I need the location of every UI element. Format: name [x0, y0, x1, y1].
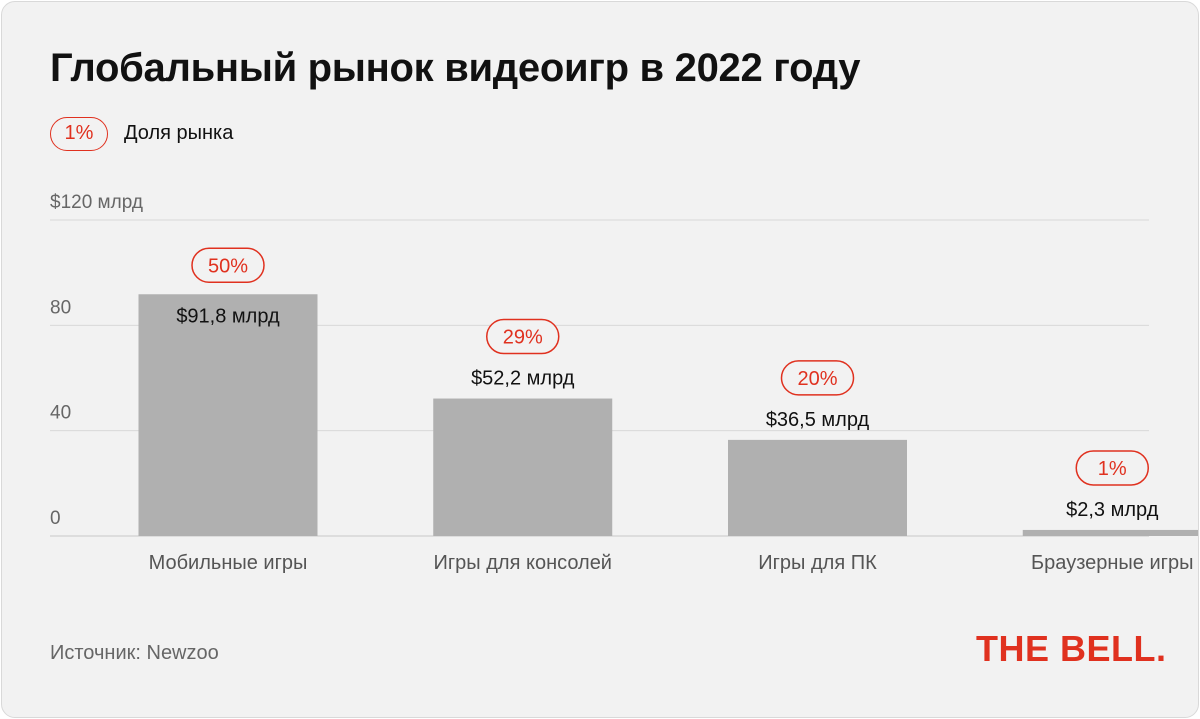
bar-value-label: $2,3 млрд [1066, 499, 1159, 521]
source-note: Источник: Newzoo [50, 642, 219, 664]
x-category-label: Мобильные игры [149, 552, 308, 574]
share-pill [780, 360, 855, 396]
y-tick-label: 80 [50, 297, 71, 318]
y-tick-label: $120 млрд [50, 192, 143, 213]
y-tick-label: 40 [50, 403, 71, 424]
legend-share-pill: 1% [50, 117, 108, 151]
y-tick-label: 0 [50, 508, 61, 529]
bar [433, 398, 613, 536]
chart-title: Глобальный рынок видеоигр в 2022 году [50, 46, 861, 90]
bar [138, 294, 318, 536]
share-pill-label: 1% [1098, 458, 1127, 480]
bar-value-label: $36,5 млрд [766, 409, 870, 431]
share-pill-label: 50% [208, 255, 248, 277]
share-pill [1075, 450, 1149, 486]
bar [728, 439, 907, 536]
brand-logo: THE BELL. [976, 628, 1167, 669]
share-pill-label: 20% [797, 368, 837, 390]
share-pill-label: 29% [503, 327, 543, 349]
bar [1022, 529, 1198, 536]
share-pill [486, 318, 560, 355]
share-pill [191, 247, 265, 284]
bar-value-label: $91,8 млрд [176, 305, 280, 327]
x-category-label: Игры для консолей [434, 552, 612, 574]
x-category-label: Браузерные игры [1031, 552, 1193, 574]
x-category-label: Игры для ПК [758, 552, 877, 574]
bar-value-label: $52,2 млрд [471, 368, 575, 390]
legend-label: Доля рынка [124, 122, 234, 144]
